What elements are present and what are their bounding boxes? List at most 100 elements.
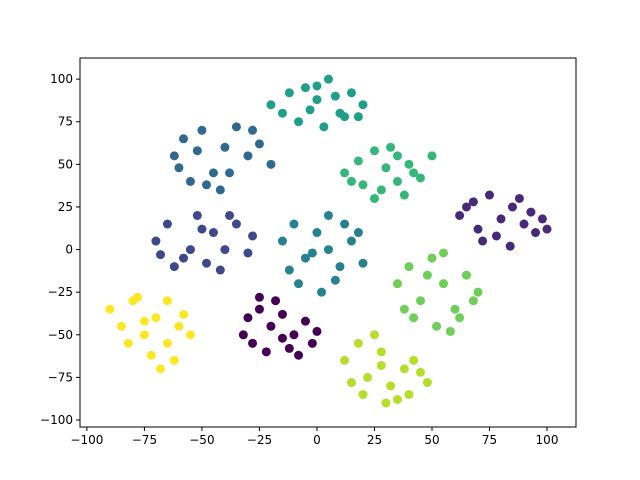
point [399, 304, 409, 314]
point [254, 304, 264, 314]
point [215, 185, 225, 195]
point [438, 279, 448, 289]
point [404, 262, 414, 272]
point [294, 350, 304, 360]
point [323, 74, 333, 84]
point [376, 347, 386, 357]
x-tick-label: 50 [424, 433, 439, 447]
point [284, 265, 294, 275]
x-tick-label: −50 [189, 433, 214, 447]
point [312, 228, 322, 238]
x-tick-label: 100 [536, 433, 559, 447]
point [248, 338, 258, 348]
point [179, 309, 189, 319]
point [323, 210, 333, 220]
point [353, 156, 363, 166]
x-tick-label: −100 [70, 433, 103, 447]
point [266, 321, 276, 331]
point [266, 159, 276, 169]
point [254, 292, 264, 302]
point [526, 207, 536, 217]
point [353, 228, 363, 238]
point [346, 176, 356, 186]
point [369, 330, 379, 340]
point [185, 330, 195, 340]
point [404, 389, 414, 399]
point [323, 245, 333, 255]
point [346, 88, 356, 98]
point [277, 333, 287, 343]
point [284, 343, 294, 353]
point [330, 91, 340, 101]
point [381, 398, 391, 408]
point [192, 146, 202, 156]
point [404, 159, 414, 169]
point [537, 214, 547, 224]
point [133, 292, 143, 302]
point [353, 112, 363, 122]
point [197, 224, 207, 234]
point [261, 347, 271, 357]
point [422, 270, 432, 280]
point [225, 168, 235, 178]
point [491, 231, 501, 241]
point [409, 355, 419, 365]
point [330, 275, 340, 285]
point [266, 100, 276, 110]
point [455, 210, 465, 220]
point [139, 330, 149, 340]
point [392, 279, 402, 289]
point [197, 125, 207, 135]
point [445, 326, 455, 336]
point [409, 168, 419, 178]
point [305, 105, 315, 115]
point [386, 381, 396, 391]
point [289, 330, 299, 340]
point [254, 139, 264, 149]
point [312, 95, 322, 105]
point [277, 108, 287, 118]
point [422, 378, 432, 388]
y-tick-label: 0 [65, 243, 73, 257]
point [427, 253, 437, 263]
point [386, 142, 396, 152]
point [243, 248, 253, 258]
point [438, 248, 448, 258]
point [358, 100, 368, 110]
point [358, 180, 368, 190]
point [179, 253, 189, 263]
x-tick-label: 75 [482, 433, 497, 447]
point [461, 202, 471, 212]
point [335, 262, 345, 272]
point [174, 321, 184, 331]
point [208, 228, 218, 238]
point [369, 146, 379, 156]
y-tick-label: −25 [48, 285, 73, 299]
point [473, 224, 483, 234]
point [399, 190, 409, 200]
point [363, 372, 373, 382]
point [340, 219, 350, 229]
point [312, 326, 322, 336]
point [415, 296, 425, 306]
point [169, 151, 179, 161]
point [392, 151, 402, 161]
point [542, 224, 552, 234]
point [519, 219, 529, 229]
point [340, 168, 350, 178]
point [376, 360, 386, 370]
point [169, 262, 179, 272]
point [505, 241, 515, 251]
point [185, 245, 195, 255]
point [151, 236, 161, 246]
point [116, 321, 126, 331]
y-tick-label: 50 [58, 157, 73, 171]
point [169, 355, 179, 365]
point [174, 163, 184, 173]
point [215, 265, 225, 275]
point [220, 142, 230, 152]
point [409, 313, 419, 323]
point [231, 122, 241, 132]
point [307, 248, 317, 258]
